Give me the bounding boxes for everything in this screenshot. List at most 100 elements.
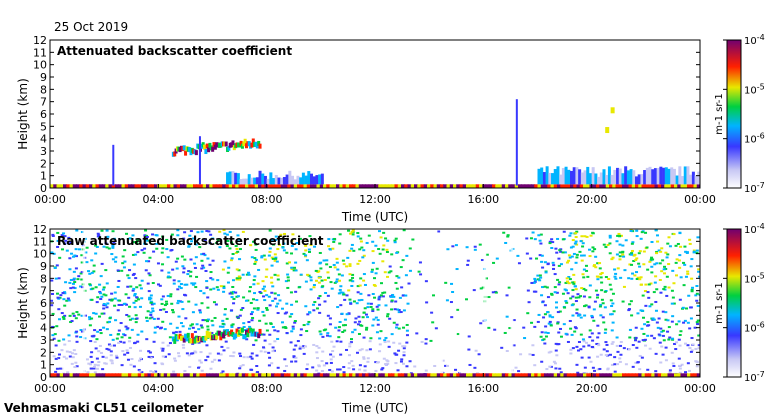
- noise-cell: [329, 361, 333, 364]
- noise-cell: [367, 294, 371, 297]
- noise-cell: [268, 247, 272, 250]
- boundary-cell: [234, 172, 238, 185]
- noise-cell: [218, 246, 222, 249]
- noise-cell: [556, 311, 560, 314]
- noise-cell: [169, 322, 173, 325]
- noise-cell: [586, 275, 590, 278]
- surface-cell: [420, 184, 425, 188]
- noise-cell: [359, 237, 363, 240]
- noise-cell: [222, 349, 226, 352]
- noise-cell: [561, 238, 565, 241]
- surface-cell: [492, 184, 496, 188]
- noise-cell: [136, 340, 140, 343]
- surface-cell: [371, 373, 376, 377]
- boundary-cell: [537, 168, 541, 185]
- noise-cell: [598, 267, 602, 270]
- noise-cell: [627, 308, 631, 311]
- noise-cell: [245, 273, 249, 276]
- surface-cell: [449, 184, 454, 188]
- noise-cell: [677, 338, 681, 341]
- noise-cell: [304, 280, 308, 283]
- noise-cell: [205, 344, 209, 347]
- noise-cell: [199, 361, 203, 364]
- noise-cell: [553, 291, 557, 294]
- noise-cell: [565, 277, 569, 280]
- cloud-cell: [203, 144, 207, 150]
- noise-cell: [315, 307, 319, 310]
- colorbar-tick-label: 10-6: [744, 132, 765, 146]
- surface-cell: [657, 184, 662, 188]
- noise-cell: [102, 304, 106, 307]
- noise-cell: [134, 253, 138, 256]
- noise-cell: [90, 259, 94, 262]
- surface-cell: [622, 184, 626, 188]
- noise-cell: [467, 335, 471, 338]
- noise-cell: [633, 274, 637, 277]
- noise-cell: [268, 343, 272, 346]
- noise-cell: [72, 277, 76, 280]
- noise-cell: [688, 242, 692, 245]
- noise-cell: [598, 305, 602, 308]
- noise-cell: [635, 271, 639, 274]
- noise-cell: [384, 237, 388, 240]
- cloud-cell: [185, 336, 189, 342]
- noise-cell: [133, 341, 137, 344]
- noise-cell: [500, 346, 504, 349]
- noise-cell: [441, 359, 445, 362]
- cloud-cell: [246, 332, 250, 338]
- noise-cell: [118, 299, 122, 302]
- noise-cell: [337, 326, 341, 329]
- noise-cell: [254, 243, 258, 246]
- noise-cell: [389, 295, 393, 298]
- noise-cell: [150, 303, 154, 306]
- noise-cell: [408, 360, 412, 363]
- surface-cell: [355, 373, 360, 377]
- noise-cell: [366, 360, 370, 363]
- noise-cell: [191, 311, 195, 314]
- noise-cell: [71, 255, 75, 258]
- noise-cell: [176, 234, 180, 237]
- noise-cell: [384, 304, 388, 307]
- surface-cell: [98, 373, 103, 377]
- noise-cell: [290, 244, 294, 247]
- noise-cell: [67, 340, 71, 343]
- surface-cell: [449, 373, 454, 377]
- surface-cell: [277, 184, 282, 188]
- noise-cell: [193, 282, 197, 285]
- boundary-cell: [277, 177, 281, 185]
- noise-cell: [660, 345, 664, 348]
- surface-cell: [397, 184, 402, 188]
- noise-cell: [132, 301, 136, 304]
- noise-cell: [359, 240, 363, 243]
- noise-cell: [88, 272, 92, 275]
- noise-cell: [231, 290, 235, 293]
- noise-cell: [289, 291, 293, 294]
- noise-cell: [152, 371, 156, 374]
- noise-cell: [210, 319, 214, 322]
- noise-cell: [573, 326, 577, 329]
- noise-cell: [505, 294, 509, 297]
- noise-cell: [394, 300, 398, 303]
- noise-cell: [322, 329, 326, 332]
- noise-cell: [181, 343, 185, 346]
- noise-cell: [398, 296, 402, 299]
- noise-cell: [192, 237, 196, 240]
- noise-cell: [350, 243, 354, 246]
- noise-cell: [89, 355, 93, 358]
- noise-cell: [121, 262, 125, 265]
- noise-cell: [319, 267, 323, 270]
- noise-cell: [246, 356, 250, 359]
- surface-cell: [332, 373, 337, 377]
- cloud-cell: [204, 149, 208, 155]
- noise-cell: [105, 347, 109, 350]
- noise-cell: [241, 364, 245, 367]
- noise-cell: [223, 260, 227, 263]
- noise-cell: [158, 284, 162, 287]
- noise-cell: [661, 310, 665, 313]
- surface-cell: [196, 184, 201, 188]
- noise-cell: [672, 282, 676, 285]
- noise-cell: [545, 368, 549, 371]
- noise-cell: [692, 249, 696, 252]
- noise-cell: [363, 307, 367, 310]
- noise-cell: [267, 295, 271, 298]
